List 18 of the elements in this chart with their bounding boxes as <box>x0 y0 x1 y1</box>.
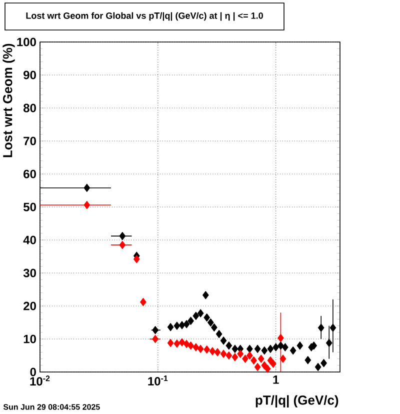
y-tick-label: 70 <box>24 136 36 146</box>
y-tick-label: 10 <box>24 334 36 344</box>
y-tick-label: 40 <box>23 236 36 244</box>
y-tick-label: 20 <box>24 302 36 310</box>
y-tick-label: 90 <box>24 70 36 80</box>
text: Sun Jun 29 08:04:55 2025 <box>3 404 100 410</box>
x-tick-label: 1 <box>273 376 279 384</box>
chart-title: Lost wrt Geom for Global vs pT/|q| (GeV/c) at | η | <= 1.0 <box>26 12 263 21</box>
x-tick-label: 10$^{-1}$ <box>148 376 168 386</box>
y-tick-label: 50 <box>23 202 36 212</box>
x-tick-label: 10$^{-2}$ <box>30 376 50 386</box>
y-tick-label: 80 <box>23 104 36 112</box>
y-tick-label: 30 <box>23 268 36 278</box>
y-tick-label: 100 <box>17 38 36 46</box>
y-tick-label: 0 <box>30 368 36 376</box>
x-axis-title: pT/|q| (GeV/c) <box>256 395 338 408</box>
y-tick-label: 60 <box>24 170 36 178</box>
y-axis-title: Lost wrt Geom (%) <box>2 44 15 158</box>
